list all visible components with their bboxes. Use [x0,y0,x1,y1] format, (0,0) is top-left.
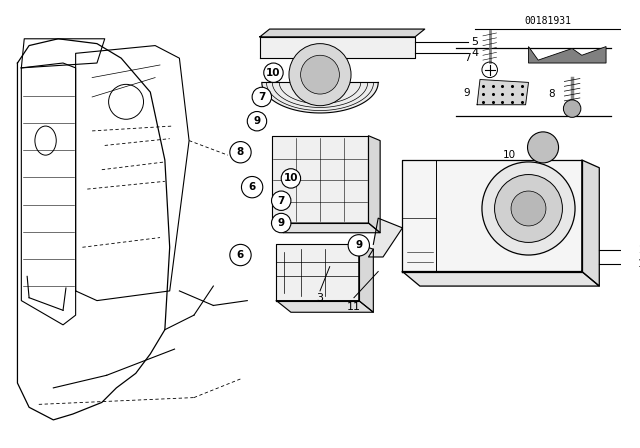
Text: 5: 5 [471,37,478,47]
Polygon shape [271,136,369,223]
Circle shape [527,132,559,163]
Polygon shape [276,244,359,301]
Circle shape [230,244,251,266]
Text: 10: 10 [503,150,516,160]
Text: 9: 9 [464,88,470,98]
Text: 9: 9 [278,218,285,228]
Text: 7: 7 [464,53,470,63]
Polygon shape [359,244,373,312]
Text: 10: 10 [266,68,281,78]
Circle shape [301,55,339,94]
Text: 2: 2 [638,245,640,255]
Circle shape [264,63,283,82]
Circle shape [289,43,351,106]
Circle shape [271,191,291,211]
Text: 9: 9 [355,240,362,250]
Text: 10: 10 [284,173,298,183]
Circle shape [563,100,581,117]
Circle shape [241,177,263,198]
Circle shape [230,142,251,163]
Circle shape [247,112,267,131]
Text: 9: 9 [253,116,260,126]
Circle shape [348,235,369,256]
Polygon shape [369,218,403,257]
Polygon shape [582,160,599,286]
Polygon shape [276,301,373,312]
Text: 00181931: 00181931 [524,16,572,26]
Polygon shape [369,136,380,233]
Text: 1: 1 [638,259,640,269]
Text: 7: 7 [258,92,266,102]
Text: 3: 3 [317,293,323,303]
Polygon shape [271,223,380,233]
Text: 6: 6 [248,182,256,192]
Polygon shape [403,160,582,271]
Polygon shape [529,47,606,63]
Circle shape [511,191,546,226]
Polygon shape [477,79,529,105]
Polygon shape [260,29,425,37]
Text: 6: 6 [237,250,244,260]
Text: 7: 7 [278,196,285,206]
Circle shape [495,175,563,242]
Circle shape [281,169,301,188]
Polygon shape [403,271,599,286]
Circle shape [252,87,271,107]
Text: 11: 11 [347,302,361,312]
Circle shape [271,213,291,233]
Text: 4: 4 [471,48,479,58]
Polygon shape [260,37,415,58]
Text: 8: 8 [237,147,244,157]
Circle shape [482,162,575,255]
Polygon shape [262,82,378,113]
Text: 8: 8 [548,89,555,99]
